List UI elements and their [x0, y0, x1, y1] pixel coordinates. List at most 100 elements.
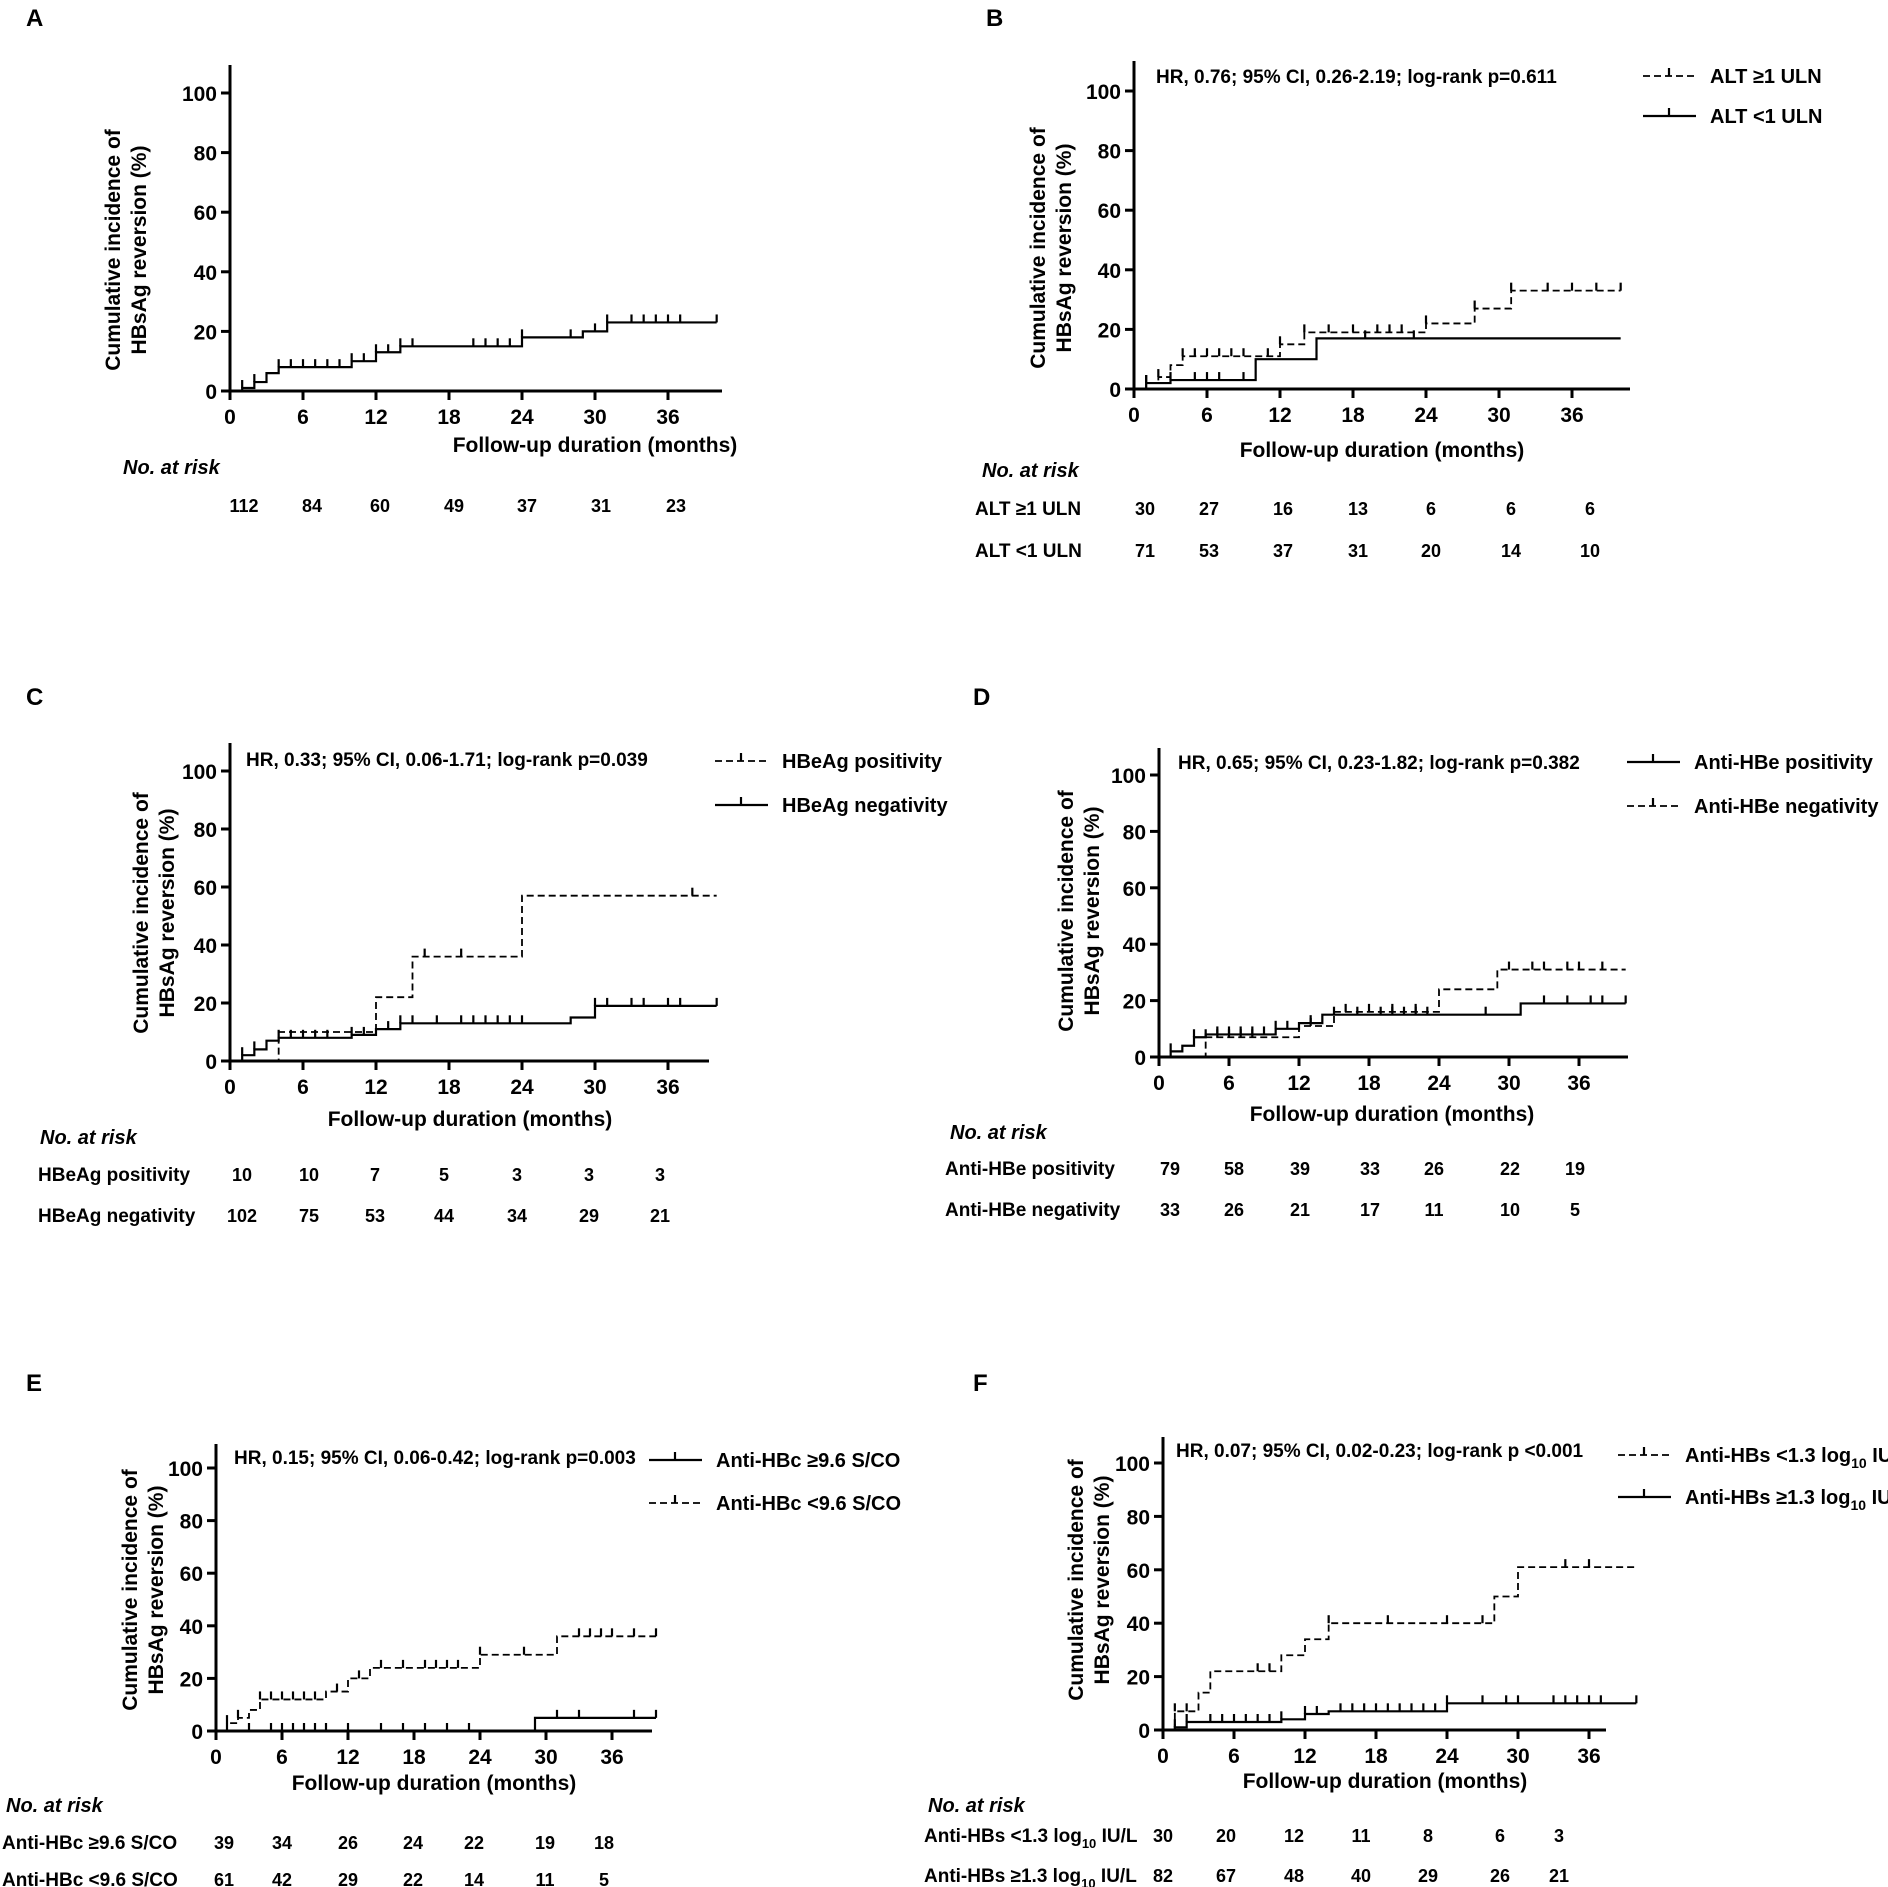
- risk-table-title: No. at risk: [6, 1795, 104, 1817]
- risk-count: 26: [1224, 1200, 1244, 1220]
- legend-label-main: Anti-HBc <9.6 S/CO: [716, 1493, 901, 1515]
- risk-count: 102: [227, 1206, 257, 1226]
- risk-row-label: Anti-HBe negativity: [945, 1200, 1121, 1221]
- x-tick-label: 12: [1287, 1072, 1310, 1095]
- y-tick-label: 100: [182, 761, 217, 784]
- risk-count: 14: [464, 1870, 484, 1887]
- risk-count: 31: [1348, 541, 1368, 561]
- y-tick-label: 60: [194, 202, 217, 225]
- risk-count: 53: [365, 1206, 385, 1226]
- risk-row-label: Anti-HBs <1.3 log10 IU/L: [924, 1826, 1138, 1851]
- y-tick-label: 100: [1115, 1453, 1150, 1476]
- legend-label-subscript: 10: [1851, 1455, 1867, 1471]
- x-tick-label: 36: [1577, 1745, 1600, 1768]
- risk-count: 44: [434, 1206, 454, 1226]
- y-tick-label: 40: [194, 935, 217, 958]
- y-tick-label: 60: [1127, 1560, 1150, 1583]
- x-tick-label: 6: [1228, 1745, 1240, 1768]
- risk-count: 49: [444, 496, 464, 516]
- risk-count: 5: [439, 1165, 449, 1185]
- panel-letter: D: [973, 684, 990, 711]
- risk-row-label-subscript: 10: [1081, 1876, 1095, 1887]
- risk-count: 20: [1421, 541, 1441, 561]
- y-tick-label: 100: [1111, 765, 1146, 788]
- y-axis-label-line1: Cumulative incidence of: [102, 128, 125, 371]
- series-1: [216, 1709, 658, 1733]
- x-tick-label: 30: [583, 1076, 606, 1099]
- series-1: [230, 314, 718, 393]
- risk-count: 6: [1585, 499, 1595, 519]
- y-tick-label: 0: [1134, 1047, 1146, 1070]
- risk-count: 33: [1160, 1200, 1180, 1220]
- series-1: [230, 887, 717, 1062]
- risk-count: 82: [1153, 1866, 1173, 1886]
- risk-count: 71: [1135, 541, 1155, 561]
- risk-count: 3: [584, 1165, 594, 1185]
- x-tick-label: 0: [210, 1746, 222, 1769]
- risk-count: 18: [594, 1833, 614, 1853]
- risk-count: 7: [370, 1165, 380, 1185]
- risk-count: 6: [1426, 499, 1436, 519]
- risk-row-label-main: Anti-HBs ≥1.3 log: [924, 1866, 1081, 1887]
- risk-count: 26: [338, 1833, 358, 1853]
- legend-label-subscript: 10: [1850, 1497, 1866, 1513]
- y-axis-label-line1: Cumulative incidence of: [1065, 1458, 1088, 1701]
- risk-count: 67: [1216, 1866, 1236, 1886]
- risk-count: 39: [214, 1833, 234, 1853]
- legend-item-1: Anti-HBe positivity: [1627, 752, 1874, 774]
- risk-row-label: Anti-HBc <9.6 S/CO: [2, 1870, 178, 1887]
- risk-table: No. at risk ALT ≥1 ULN 30 27 16 13 6 6 6 ALT <1 U…: [975, 460, 1600, 562]
- risk-row-label: Anti-HBe positivity: [945, 1159, 1115, 1180]
- y-axis-label: Cumulative incidence of HBsAg reversion (…: [1055, 789, 1104, 1032]
- panel-letter: F: [973, 1370, 988, 1397]
- y-tick-label: 0: [1138, 1720, 1150, 1743]
- x-tick-label: 24: [510, 406, 534, 429]
- risk-count: 3: [655, 1165, 665, 1185]
- risk-count: 5: [599, 1870, 609, 1887]
- legend-label: Anti-HBs <1.3 log10 IU/L: [1685, 1445, 1888, 1471]
- risk-count: 34: [272, 1833, 292, 1853]
- risk-count: 40: [1351, 1866, 1371, 1886]
- risk-count: 53: [1199, 541, 1219, 561]
- x-tick-label: 0: [224, 406, 236, 429]
- risk-count: 14: [1501, 541, 1521, 561]
- risk-row-label-main: Anti-HBe negativity: [945, 1200, 1121, 1221]
- panel-letter: E: [26, 1370, 42, 1397]
- risk-count: 27: [1199, 499, 1219, 519]
- x-tick-label: 6: [297, 406, 309, 429]
- risk-count: 61: [214, 1870, 234, 1887]
- x-tick-label: 6: [1201, 404, 1213, 427]
- risk-count: 5: [1570, 1200, 1580, 1220]
- series-2: [230, 997, 718, 1063]
- y-axis-label: Cumulative incidence of HBsAg reversion (…: [130, 791, 179, 1034]
- x-tick-label: 18: [1341, 404, 1365, 427]
- x-tick-label: 36: [1560, 404, 1583, 427]
- risk-count: 10: [1580, 541, 1600, 561]
- risk-table-title: No. at risk: [950, 1122, 1048, 1144]
- x-tick-label: 30: [534, 1746, 557, 1769]
- risk-count: 19: [535, 1833, 555, 1853]
- x-tick-label: 36: [656, 1076, 679, 1099]
- hazard-ratio-text: HR, 0.15; 95% CI, 0.06-0.42; log-rank p=…: [234, 1448, 636, 1469]
- y-tick-label: 100: [182, 83, 217, 106]
- y-tick-label: 0: [205, 381, 217, 404]
- risk-count: 37: [1273, 541, 1293, 561]
- hazard-ratio-text: HR, 0.07; 95% CI, 0.02-0.23; log-rank p …: [1176, 1441, 1584, 1462]
- y-tick-label: 0: [205, 1051, 217, 1074]
- series-2: [216, 1628, 658, 1732]
- x-tick-label: 18: [1357, 1072, 1381, 1095]
- x-axis-label: Follow-up duration (months): [453, 434, 738, 457]
- risk-row-label: Anti-HBc ≥9.6 S/CO: [2, 1833, 177, 1854]
- y-tick-label: 40: [194, 262, 217, 285]
- y-tick-label: 60: [1123, 878, 1146, 901]
- risk-row-label-suffix: IU/L: [1096, 1826, 1138, 1847]
- legend-label-suffix: IU/L: [1866, 1487, 1888, 1509]
- x-tick-label: 12: [1293, 1745, 1316, 1768]
- legend-item-1: Anti-HBs <1.3 log10 IU/L: [1618, 1445, 1888, 1471]
- legend-label-main: Anti-HBe negativity: [1694, 796, 1879, 818]
- y-tick-label: 80: [194, 143, 217, 166]
- legend-item-2: Anti-HBe negativity: [1627, 796, 1879, 818]
- risk-count: 37: [517, 496, 537, 516]
- hazard-ratio-text: HR, 0.76; 95% CI, 0.26-2.19; log-rank p=…: [1156, 67, 1557, 88]
- y-tick-label: 20: [1127, 1667, 1150, 1690]
